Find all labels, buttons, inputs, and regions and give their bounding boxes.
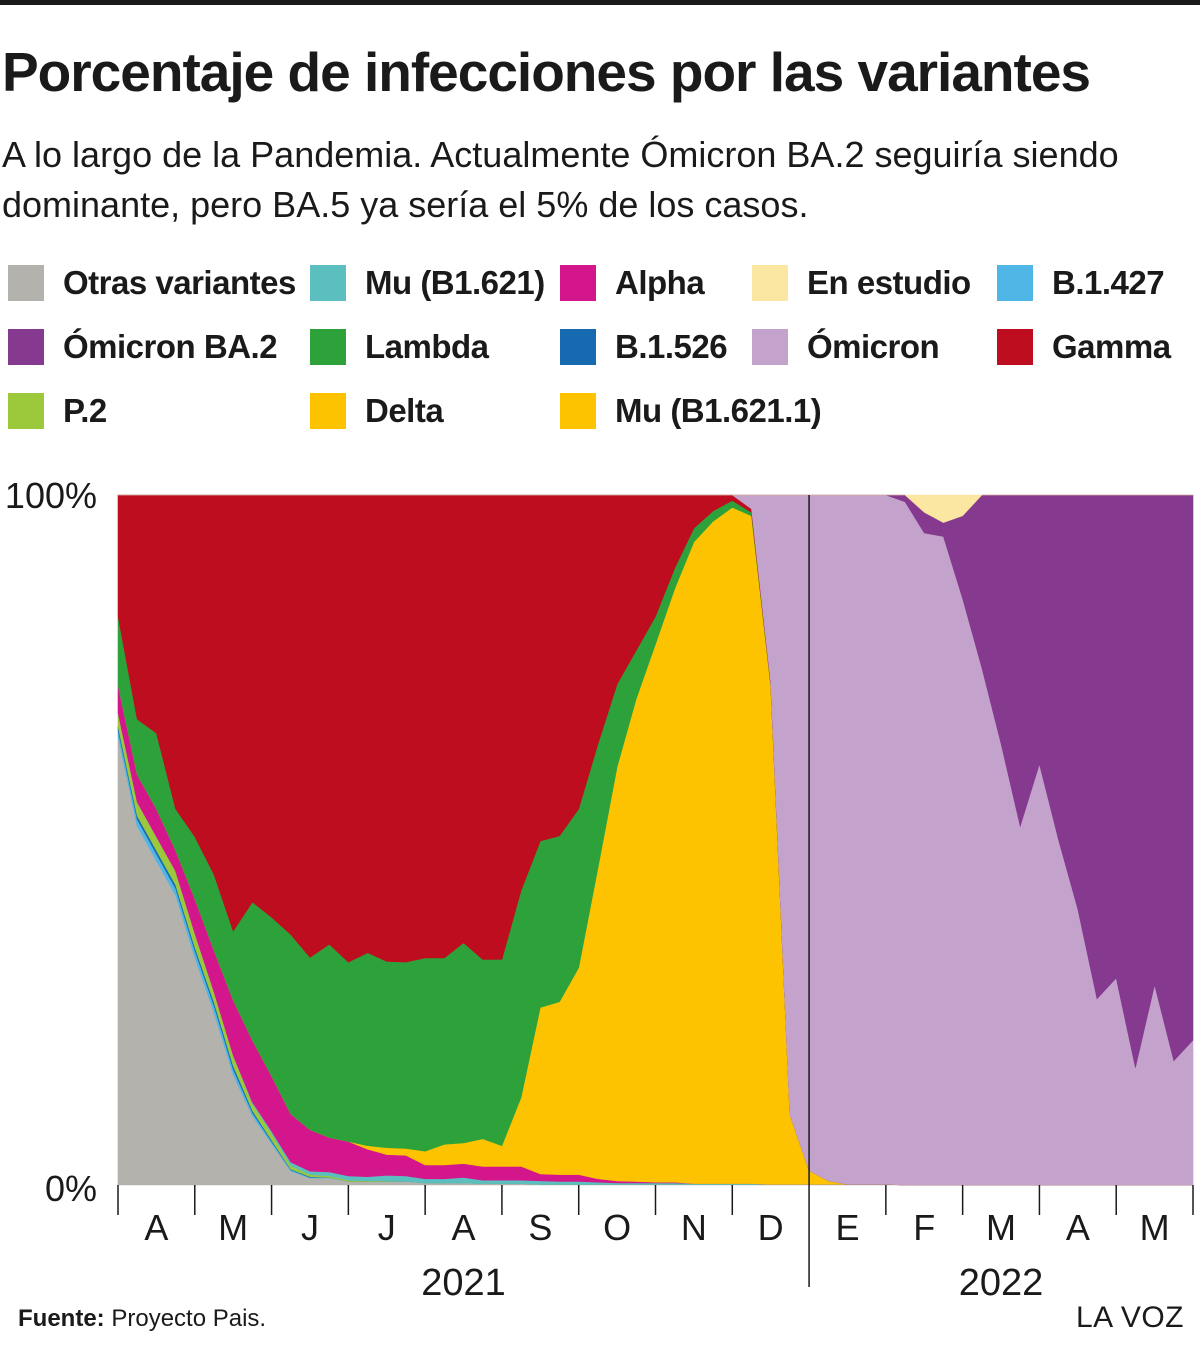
legend-swatch bbox=[997, 329, 1033, 365]
x-tick-label: D bbox=[758, 1207, 784, 1248]
legend-label: B.1.427 bbox=[1052, 264, 1165, 301]
x-tick-label: J bbox=[301, 1207, 319, 1248]
legend-label: Otras variantes bbox=[63, 264, 296, 301]
legend-label: P.2 bbox=[63, 392, 107, 429]
source-note: Fuente: Proyecto Pais. bbox=[18, 1305, 266, 1333]
chart-legend: Otras variantes Mu (B1.621) Alpha En estudi… bbox=[0, 258, 1200, 438]
legend-label: Alpha bbox=[615, 264, 705, 301]
chart-subtitle: A lo largo de la Pandemia. Actualmente Ó… bbox=[2, 134, 1119, 225]
x-tick-label: M bbox=[986, 1207, 1016, 1248]
legend-item: B.1.526 bbox=[560, 322, 728, 372]
x-tick-label: E bbox=[835, 1207, 859, 1248]
y-tick-label: 100% bbox=[5, 475, 97, 516]
source-text: Proyecto Pais. bbox=[111, 1305, 267, 1332]
legend-swatch bbox=[310, 329, 346, 365]
year-label: 2022 bbox=[959, 1262, 1044, 1300]
legend-item: Ómicron bbox=[752, 322, 940, 372]
x-tick-label: A bbox=[1066, 1207, 1090, 1248]
legend-item: Delta bbox=[310, 386, 444, 436]
legend-label: Ómicron bbox=[807, 328, 940, 365]
x-tick-label: M bbox=[1140, 1207, 1170, 1248]
y-tick-label: 0% bbox=[45, 1168, 97, 1209]
legend-swatch bbox=[560, 329, 596, 365]
x-tick-label: A bbox=[144, 1207, 168, 1248]
legend-item: Alpha bbox=[560, 258, 705, 308]
legend-swatch bbox=[310, 265, 346, 301]
chart-title: Porcentaje de infecciones por las varian… bbox=[2, 41, 1091, 103]
legend-swatch bbox=[752, 265, 788, 301]
legend-item: Mu (B1.621) bbox=[310, 258, 545, 308]
x-tick-label: A bbox=[452, 1207, 476, 1248]
stacked-area-chart: 0% 100% A M J J A S O N D E F M A M 2021 2022 bbox=[5, 475, 1194, 1300]
legend-item: Gamma bbox=[997, 322, 1171, 372]
x-tick-label: S bbox=[528, 1207, 552, 1248]
legend-label: Lambda bbox=[365, 328, 489, 365]
x-tick-label: F bbox=[913, 1207, 935, 1248]
legend-swatch bbox=[310, 393, 346, 429]
legend-swatch bbox=[997, 265, 1033, 301]
series-area bbox=[118, 494, 1193, 523]
legend-item: P.2 bbox=[8, 386, 107, 436]
legend-label: Mu (B1.621.1) bbox=[615, 392, 822, 429]
top-rule bbox=[0, 0, 1200, 5]
x-tick-label: M bbox=[218, 1207, 248, 1248]
legend-item: Mu (B1.621.1) bbox=[560, 386, 822, 436]
legend-swatch bbox=[560, 265, 596, 301]
legend-item: Lambda bbox=[310, 322, 489, 372]
legend-item: Otras variantes bbox=[8, 258, 296, 308]
legend-item: En estudio bbox=[752, 258, 971, 308]
x-tick-label: N bbox=[681, 1207, 707, 1248]
legend-swatch bbox=[752, 329, 788, 365]
year-label: 2021 bbox=[421, 1262, 506, 1300]
legend-label: Ómicron BA.2 bbox=[63, 328, 278, 365]
legend-label: Delta bbox=[365, 392, 444, 429]
legend-label: B.1.526 bbox=[615, 328, 728, 365]
x-tick-label: O bbox=[603, 1207, 631, 1248]
legend-swatch bbox=[8, 393, 44, 429]
brand-logo-text: LA VOZ bbox=[1075, 1301, 1184, 1334]
legend-label: Gamma bbox=[1052, 328, 1171, 365]
legend-label: Mu (B1.621) bbox=[365, 264, 545, 301]
source-label: Fuente: bbox=[18, 1305, 105, 1332]
legend-swatch bbox=[560, 393, 596, 429]
legend-item: Ómicron BA.2 bbox=[8, 322, 278, 372]
legend-item: B.1.427 bbox=[997, 258, 1165, 308]
legend-label: En estudio bbox=[807, 264, 971, 301]
legend-swatch bbox=[8, 265, 44, 301]
x-tick-label: J bbox=[378, 1207, 396, 1248]
legend-swatch bbox=[8, 329, 44, 365]
